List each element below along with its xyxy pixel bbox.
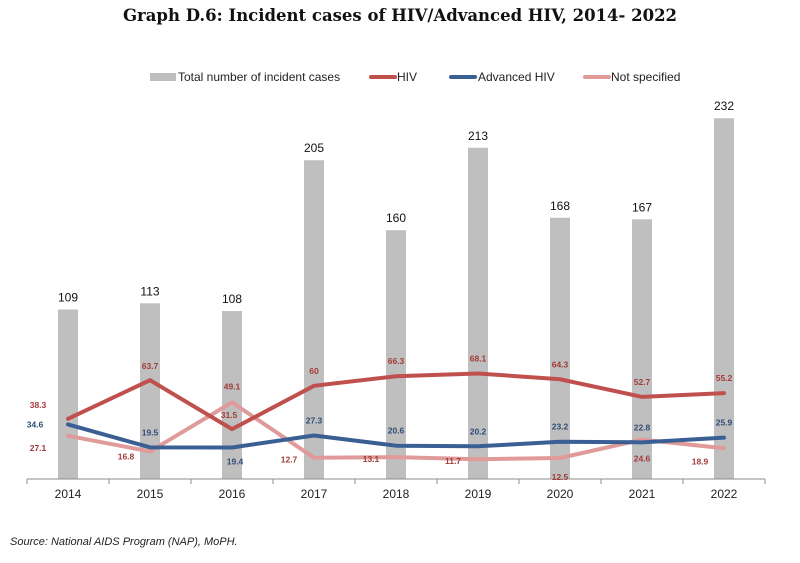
legend: Total number of incident cases HIV Advance… — [150, 70, 680, 84]
bar-label-2019: 213 — [468, 129, 488, 143]
bar-label-2021: 167 — [632, 200, 652, 214]
point-label-not-specified-2018: 13.1 — [363, 454, 380, 464]
line-advanced-hiv — [66, 422, 726, 450]
x-tick-label-2020: 2020 — [547, 487, 574, 501]
x-tick-label-2018: 2018 — [383, 487, 410, 501]
point-label-advanced-hiv-2022: 25.9 — [716, 418, 733, 428]
point-label-hiv-2017: 60 — [309, 366, 319, 376]
point-label-not-specified-2022: 18.9 — [692, 456, 709, 466]
point-label-not-specified-2015: 16.8 — [118, 451, 135, 461]
x-axis: 2014 2015 2016 2017 2018 2019 2020 2021 2022 — [26, 478, 766, 501]
point-label-advanced-hiv-2020: 23.2 — [552, 422, 569, 432]
point-label-advanced-hiv-2017: 27.3 — [306, 416, 323, 426]
legend-label-total-number-of-incident-cases: Total number of incident cases — [178, 70, 340, 84]
point-label-hiv-2022: 55.2 — [716, 373, 733, 383]
point-label-hiv-2015: 63.7 — [142, 361, 159, 371]
x-tick-label-2016: 2016 — [219, 487, 246, 501]
point-label-advanced-hiv-2019: 20.2 — [470, 426, 487, 436]
bars — [58, 118, 734, 480]
point-label-not-specified-2017: 12.7 — [281, 455, 298, 465]
data-labels: 109 113 108 205 160 213 168 167 232 27.1 16.8 49.1 1… — [27, 99, 735, 482]
bar-2021 — [632, 219, 652, 479]
point-label-advanced-hiv-2015: 19.5 — [142, 427, 159, 437]
point-label-hiv-2020: 64.3 — [552, 359, 569, 369]
point-label-advanced-hiv-2014: 34.6 — [27, 419, 44, 429]
point-label-not-specified-2016: 49.1 — [224, 381, 241, 391]
lines — [66, 371, 726, 462]
bar-label-2017: 205 — [304, 141, 324, 155]
bar-label-2018: 160 — [386, 211, 406, 225]
bar-2017 — [304, 160, 324, 479]
line-hiv — [66, 371, 726, 432]
point-label-not-specified-2014: 27.1 — [30, 443, 47, 453]
legend-label-not-specified: Not specified — [611, 70, 680, 84]
bar-label-2015: 113 — [140, 284, 159, 298]
chart-title: Graph D.6: Incident cases of HIV/Advance… — [122, 6, 678, 25]
x-tick-label-2022: 2022 — [711, 487, 738, 501]
bar-2019 — [468, 147, 488, 479]
line-not-specified — [66, 400, 726, 462]
legend-label-hiv: HIV — [397, 70, 417, 84]
point-label-not-specified-2020: 12.5 — [552, 472, 569, 482]
x-tick-label-2017: 2017 — [301, 487, 328, 501]
bar-2022 — [714, 118, 734, 480]
legend-swatch-total-number-of-incident-cases — [150, 73, 176, 81]
bar-label-2014: 109 — [58, 291, 78, 305]
point-label-not-specified-2021: 24.6 — [634, 454, 651, 464]
point-label-hiv-2014: 38.3 — [30, 400, 47, 410]
x-tick-label-2014: 2014 — [55, 487, 82, 501]
point-label-hiv-2021: 52.7 — [634, 377, 651, 387]
point-label-hiv-2016: 31.5 — [221, 410, 238, 420]
x-tick-label-2015: 2015 — [137, 487, 164, 501]
point-label-hiv-2019: 68.1 — [470, 353, 487, 363]
bar-2018 — [386, 230, 406, 479]
bar-label-2022: 232 — [714, 99, 734, 113]
point-label-advanced-hiv-2021: 22.8 — [634, 422, 651, 432]
bar-2016 — [222, 311, 242, 479]
bar-2014 — [58, 309, 78, 479]
x-tick-label-2021: 2021 — [629, 487, 656, 501]
point-label-advanced-hiv-2016: 19.4 — [227, 457, 244, 467]
source-note: Source: National AIDS Program (NAP), MoP… — [10, 536, 238, 548]
bar-label-2020: 168 — [550, 199, 570, 213]
point-label-hiv-2018: 66.3 — [388, 356, 405, 366]
bar-2015 — [140, 303, 160, 479]
bar-label-2016: 108 — [222, 292, 242, 306]
bar-2020 — [550, 217, 570, 479]
point-label-advanced-hiv-2018: 20.6 — [388, 426, 405, 436]
x-tick-label-2019: 2019 — [465, 487, 492, 501]
point-label-not-specified-2019: 11.7 — [445, 456, 461, 466]
legend-label-advanced-hiv: Advanced HIV — [478, 70, 555, 84]
